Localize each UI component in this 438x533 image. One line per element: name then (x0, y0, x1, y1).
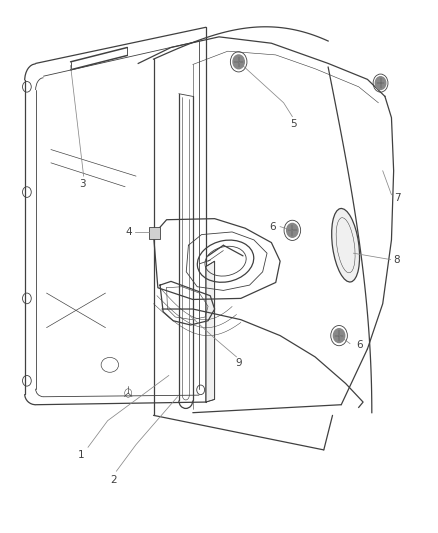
Text: 1: 1 (78, 450, 85, 460)
Text: 6: 6 (357, 340, 363, 350)
Circle shape (375, 77, 386, 90)
Text: 2: 2 (110, 475, 117, 485)
Text: 5: 5 (290, 119, 297, 129)
Polygon shape (206, 261, 215, 402)
Text: 9: 9 (235, 358, 242, 368)
Text: 4: 4 (125, 227, 132, 237)
Circle shape (287, 223, 298, 237)
Text: 8: 8 (393, 255, 399, 264)
FancyBboxPatch shape (149, 227, 160, 239)
Text: 6: 6 (269, 222, 276, 232)
Text: 7: 7 (394, 193, 400, 204)
Circle shape (233, 55, 244, 69)
Ellipse shape (332, 208, 360, 282)
Circle shape (333, 329, 345, 343)
Text: 3: 3 (79, 179, 86, 189)
